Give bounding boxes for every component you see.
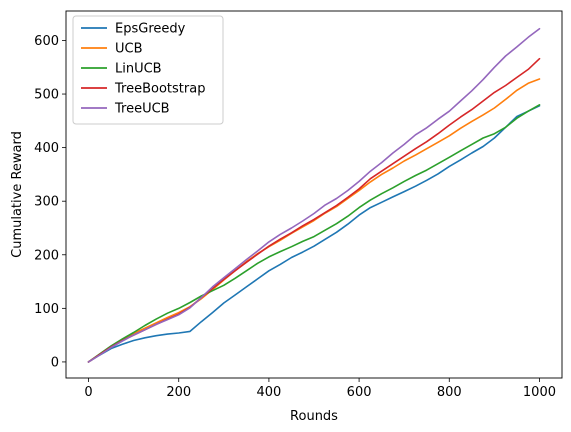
x-tick-label: 800 — [437, 385, 462, 400]
legend-label: UCB — [115, 42, 143, 57]
legend-frame — [72, 15, 224, 125]
legend: EpsGreedy UCB LinUCB TreeBootstrap TreeUCB — [72, 15, 224, 125]
x-tick-label: 600 — [347, 385, 372, 400]
plot-frame — [65, 10, 563, 379]
legend-label: LinUCB — [115, 62, 162, 77]
y-tick-label: 100 — [34, 302, 59, 317]
series-line-linucb — [87, 104, 541, 363]
x-tick-label: 200 — [166, 385, 191, 400]
y-tick-label: 0 — [51, 355, 59, 370]
y-tick-label: 200 — [34, 248, 59, 263]
legend-label: TreeBootstrap — [114, 82, 205, 97]
y-tick-label: 300 — [34, 195, 59, 210]
x-axis-label: Rounds — [290, 409, 338, 424]
y-axis-label: Cumulative Reward — [10, 131, 25, 258]
y-tick-label: 500 — [34, 88, 59, 103]
series-line-treeucb — [87, 27, 541, 363]
x-tick-label: 1000 — [523, 385, 556, 400]
x-tick-label: 400 — [256, 385, 281, 400]
x-axis: 0 200 400 600 800 1000 — [84, 378, 556, 400]
series-layer — [87, 27, 541, 363]
legend-label: EpsGreedy — [115, 22, 186, 37]
x-tick-label: 0 — [84, 385, 92, 400]
series-line-ucb — [87, 78, 541, 363]
series-line-epsgreedy — [87, 105, 541, 363]
legend-label: TreeUCB — [114, 102, 170, 117]
y-axis: 0 100 200 300 400 500 600 — [34, 34, 66, 370]
y-tick-label: 400 — [34, 141, 59, 156]
y-tick-label: 600 — [34, 34, 59, 49]
